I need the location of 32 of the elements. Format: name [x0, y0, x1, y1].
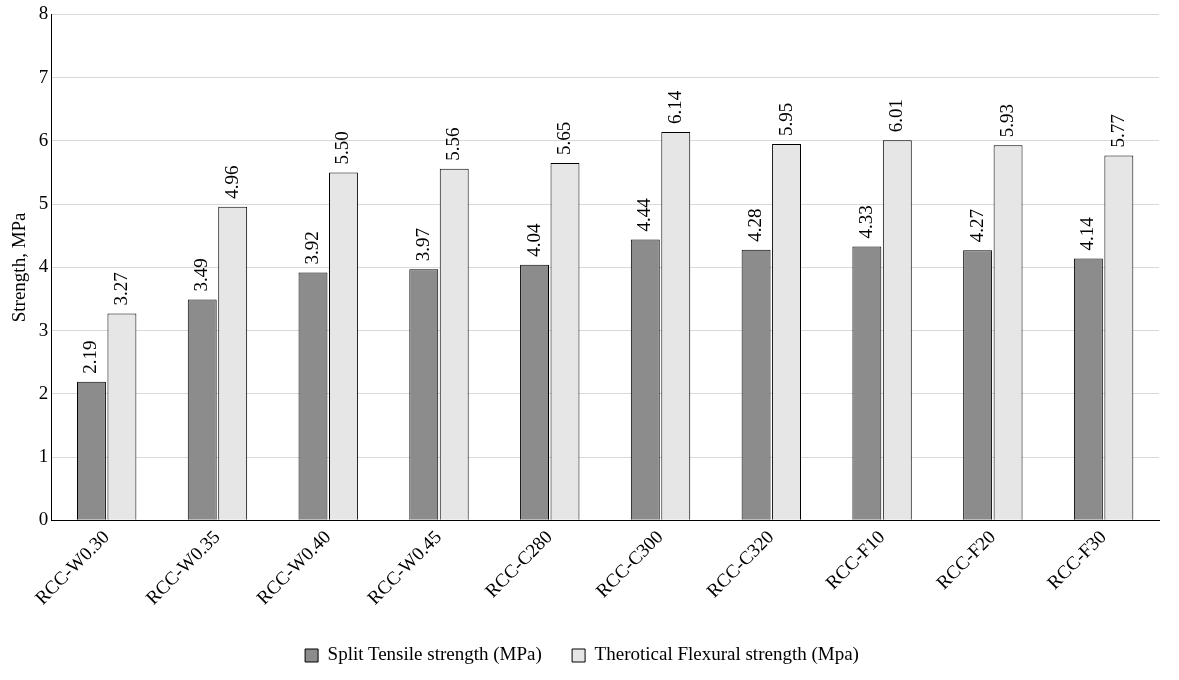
data-label: 3.49: [190, 258, 212, 292]
data-label: 4.33: [854, 205, 876, 239]
data-label: 4.27: [965, 209, 987, 243]
data-label: 3.27: [109, 272, 131, 306]
data-label: 3.97: [411, 228, 433, 262]
data-label: 6.14: [663, 90, 685, 125]
data-label: 4.96: [220, 165, 242, 199]
data-label: 6.01: [885, 99, 907, 133]
data-label: 2.19: [79, 340, 101, 374]
data-label: 4.28: [744, 208, 766, 242]
data-label: 5.50: [331, 131, 353, 165]
y-tick-label: 6: [38, 128, 49, 150]
data-label: 4.14: [1076, 216, 1098, 251]
data-label: 3.92: [300, 231, 322, 265]
y-tick-label: 4: [38, 255, 49, 277]
y-tick-label: 5: [38, 192, 49, 214]
legend-label: Split Tensile strength (MPa): [327, 643, 542, 666]
data-label: 4.44: [633, 197, 655, 232]
data-label: 4.04: [522, 223, 544, 257]
y-tick-label: 3: [38, 318, 49, 340]
data-label: 5.65: [552, 121, 574, 156]
data-label: 5.93: [996, 104, 1018, 138]
y-tick-label: 8: [38, 2, 49, 24]
data-label: 5.56: [442, 127, 464, 161]
legend-label: Therotical Flexural strength (Mpa): [594, 643, 859, 666]
y-tick-label: 7: [38, 65, 49, 87]
y-axis-title: Strength, MPa: [8, 211, 30, 323]
y-tick-label: 0: [38, 508, 49, 530]
data-label: 5.95: [774, 102, 796, 137]
data-label: 5.77: [1106, 114, 1128, 148]
y-tick-label: 2: [38, 381, 49, 403]
y-tick-label: 1: [38, 445, 49, 467]
